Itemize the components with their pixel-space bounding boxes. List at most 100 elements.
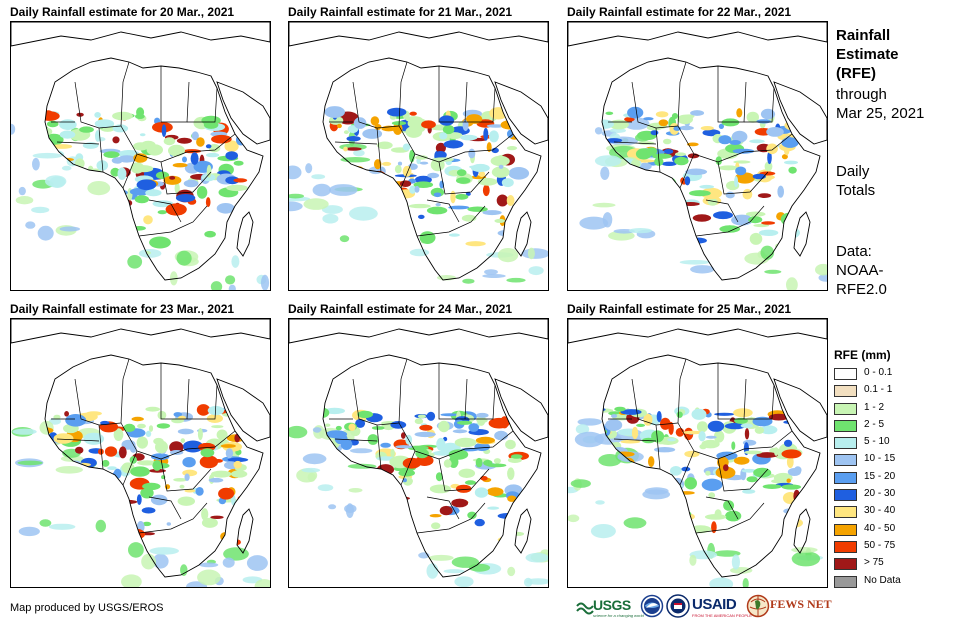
legend-swatch	[834, 540, 857, 553]
panel-title: Daily Rainfall estimate for 20 Mar., 202…	[10, 5, 235, 19]
country-border	[138, 502, 208, 534]
legend-label: 40 - 50	[864, 522, 896, 534]
usgs-wordmark: USGS	[593, 597, 631, 613]
legend-swatch	[834, 523, 857, 536]
legend-swatch	[834, 506, 857, 519]
country-border	[705, 496, 739, 520]
usaid-tagline: FROM THE AMERICAN PEOPLE	[692, 613, 752, 618]
coastline	[793, 211, 811, 257]
coastline	[236, 508, 254, 554]
country-border	[136, 133, 236, 163]
africa-map-svg	[289, 319, 548, 587]
land-rain-layer	[323, 106, 530, 252]
legend-swatch	[834, 558, 857, 571]
coastline	[216, 378, 270, 442]
africa-map-svg	[568, 22, 827, 290]
country-border	[334, 141, 378, 145]
totals-text: Daily Totals	[836, 162, 875, 200]
usaid-seal-icon	[666, 594, 690, 618]
legend-label: 0 - 0.1	[864, 367, 893, 378]
country-border	[465, 87, 496, 123]
credit-text: Map produced by USGS/EROS	[10, 602, 164, 614]
rainfall-map	[10, 318, 271, 588]
side-title-line: (RFE)	[836, 65, 876, 82]
country-border	[376, 424, 382, 470]
legend-label: > 75	[864, 557, 884, 569]
country-border	[438, 66, 468, 123]
usaid-logo: USAID FROM THE AMERICAN PEOPLE	[666, 592, 752, 622]
country-border	[416, 205, 486, 237]
data-label: Data:	[836, 243, 872, 260]
legend-item: 2 - 5	[834, 417, 944, 434]
africa-map-svg	[289, 22, 548, 284]
country-border	[438, 161, 490, 195]
country-border	[717, 161, 769, 195]
country-border	[414, 430, 514, 460]
coastline	[773, 378, 827, 442]
country-border	[695, 502, 765, 534]
coastline	[793, 508, 811, 554]
country-border	[744, 384, 775, 420]
panel-title: Daily Rainfall estimate for 25 Mar., 202…	[567, 302, 792, 316]
country-border	[416, 502, 486, 534]
fewsnet-wordmark: FEWS NET	[770, 597, 832, 611]
legend-swatch	[834, 471, 857, 484]
legend-item: 10 - 15	[834, 451, 944, 468]
country-border	[438, 458, 490, 492]
country-border	[160, 161, 212, 195]
country-border	[74, 81, 122, 129]
country-border	[398, 358, 408, 424]
coastline	[236, 211, 254, 257]
usgs-logo: USGS science for a changing world	[576, 592, 644, 622]
rainfall-map	[288, 318, 549, 588]
country-border	[631, 378, 679, 426]
country-border	[744, 87, 775, 123]
usaid-wordmark: USAID	[692, 596, 737, 613]
legend-item: 15 - 20	[834, 469, 944, 486]
legend-label: 2 - 5	[864, 418, 885, 430]
side-title-line: Rainfall	[836, 27, 891, 44]
ocean-rain-layer	[289, 425, 548, 587]
ocean-rain-layer	[11, 417, 270, 587]
country-border	[677, 358, 687, 424]
coastline	[322, 57, 542, 281]
through-label: through	[836, 86, 887, 103]
coastline	[289, 22, 548, 47]
country-border	[655, 127, 661, 173]
country-border	[56, 141, 100, 145]
africa-map-svg	[11, 319, 270, 587]
data-source-text: Data: NOAA- RFE2.0	[836, 242, 887, 299]
country-border	[398, 61, 408, 127]
country-border	[438, 363, 468, 420]
legend-swatch	[834, 402, 857, 415]
through-date: Mar 25, 2021	[836, 105, 925, 122]
panel-title: Daily Rainfall estimate for 23 Mar., 202…	[10, 302, 235, 316]
coastline	[11, 319, 270, 344]
legend-item: 0 - 0.1	[834, 365, 944, 382]
rainfall-map	[288, 21, 549, 291]
country-border	[631, 81, 679, 129]
country-border	[705, 199, 739, 223]
country-border	[717, 458, 769, 492]
country-border	[655, 424, 661, 470]
side-title-line: Estimate	[836, 46, 899, 63]
country-border	[465, 384, 496, 420]
data-source-line: NOAA-	[836, 262, 884, 279]
ocean-rain-layer	[289, 130, 548, 284]
country-border	[56, 438, 100, 442]
coastline	[568, 319, 827, 344]
usgs-tagline: science for a changing world	[593, 613, 644, 618]
coastline	[568, 22, 827, 47]
country-border	[148, 496, 182, 520]
legend-swatch	[834, 368, 857, 380]
panel-title: Daily Rainfall estimate for 24 Mar., 202…	[288, 302, 513, 316]
through-text: through Mar 25, 2021	[836, 85, 924, 123]
country-border	[120, 61, 130, 127]
coastline	[514, 508, 532, 554]
land-rain-layer	[323, 407, 529, 554]
country-border	[695, 205, 765, 237]
country-border	[98, 127, 104, 173]
coastline	[601, 57, 821, 281]
country-border	[98, 424, 104, 470]
legend-item: 40 - 50	[834, 521, 944, 538]
